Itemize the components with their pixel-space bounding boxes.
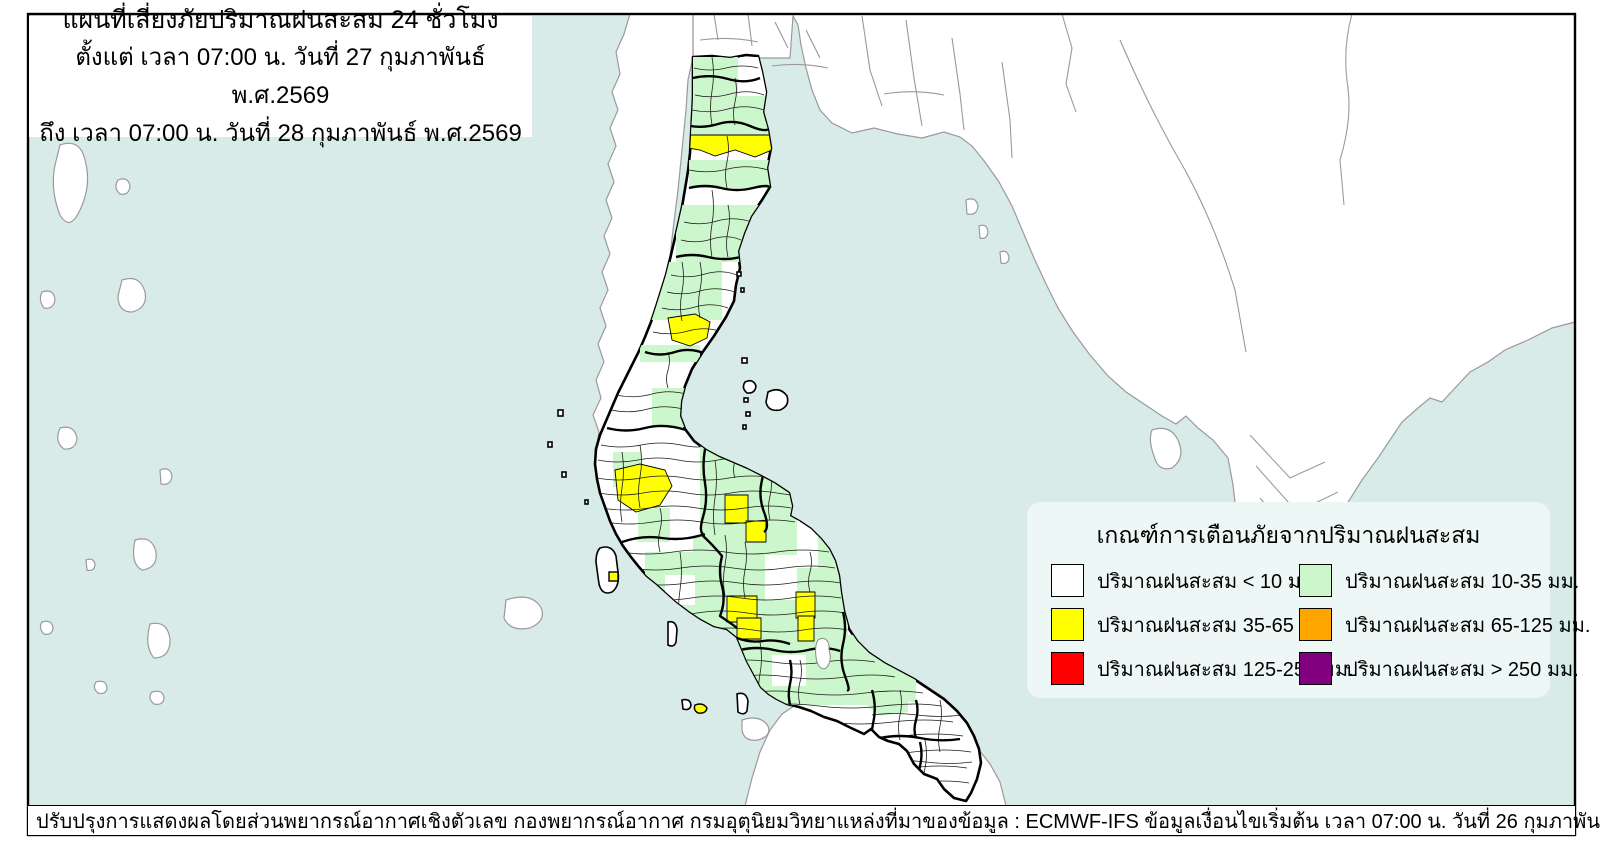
island-lanta [667, 620, 678, 647]
legend-item-gt250: ปริมาณฝนสะสม > 250 มม. [1299, 652, 1590, 685]
legend-label: ปริมาณฝนสะสม < 10 มม. [1097, 570, 1320, 593]
legend-item-35-65: ปริมาณฝนสะสม 35-65 มม. [1051, 608, 1331, 641]
legend-item-10-35: ปริมาณฝนสะสม 10-35 มม. [1299, 564, 1590, 597]
songkhla-lake [815, 637, 831, 670]
island-yellow-satun [693, 703, 708, 714]
footer-left-text: ปรับปรุงการแสดงผลโดยส่วนพยากรณ์อากาศเชิง… [36, 810, 837, 833]
legend-label: ปริมาณฝนสะสม 35-65 มม. [1097, 614, 1332, 637]
legend-label: ปริมาณฝนสะสม 65-125 มม. [1345, 614, 1591, 637]
map-title-line1: แผนที่เสี่ยงภัยปริมาณฝนสะสม 24 ชั่วโมง [62, 5, 499, 34]
map-title-line2: ตั้งแต่ เวลา 07:00 น. วันที่ 27 กุมภาพัน… [75, 43, 486, 109]
province-borders [606, 75, 961, 801]
legend-title: เกณฑ์การเตือนภัยจากปริมาณฝนสะสม [1096, 522, 1481, 548]
footer-bar: ปรับปรุงการแสดงผลโดยส่วนพยากรณ์อากาศเชิง… [28, 805, 1600, 835]
legend-box: เกณฑ์การเตือนภัยจากปริมาณฝนสะสม ปริมาณฝน… [1027, 502, 1590, 698]
legend-swatch-orange [1299, 608, 1332, 641]
legend-item-lt10: ปริมาณฝนสะสม < 10 มม. [1051, 564, 1320, 597]
legend-item-125-250: ปริมาณฝนสะสม 125-250 มม. [1051, 652, 1354, 685]
legend-item-65-125: ปริมาณฝนสะสม 65-125 มม. [1299, 608, 1590, 641]
title-box: แผนที่เสี่ยงภัยปริมาณฝนสะสม 24 ชั่วโมง ต… [29, 6, 532, 147]
thai-peninsula [547, 53, 983, 803]
legend-grid: ปริมาณฝนสะสม < 10 มม. ปริมาณฝนสะสม 10-35… [1027, 564, 1590, 685]
mainland-northeast [692, 13, 1576, 657]
legend-swatch-purple [1299, 652, 1332, 685]
legend-swatch-yellow [1051, 608, 1084, 641]
legend-label: ปริมาณฝนสะสม > 250 มม. [1345, 658, 1579, 681]
island-phuket [595, 546, 620, 594]
footer-right-text: แหล่งที่มาของข้อมูล : ECMWF-IFS ข้อมูลเง… [836, 810, 1600, 833]
legend-swatch-white [1051, 564, 1084, 597]
legend-label: ปริมาณฝนสะสม 125-250 มม. [1097, 658, 1354, 681]
island-phangan [742, 379, 757, 394]
island-tarutao [736, 692, 749, 715]
mergui-islands [39, 142, 173, 705]
legend-label: ปริมาณฝนสะสม 10-35 มม. [1345, 570, 1580, 593]
map-frame-border [26, 12, 1577, 837]
myanmar-strip [592, 13, 694, 457]
legend-swatch-green [1299, 564, 1332, 597]
gulf-islands [503, 198, 1182, 741]
island-samui [765, 388, 789, 412]
thai-islands [547, 271, 789, 715]
phuket-yellow-district [608, 571, 619, 582]
map-title-line3: ถึง เวลา 07:00 น. วันที่ 28 กุมภาพันธ์ พ… [39, 119, 522, 147]
legend-swatch-red [1051, 652, 1084, 685]
